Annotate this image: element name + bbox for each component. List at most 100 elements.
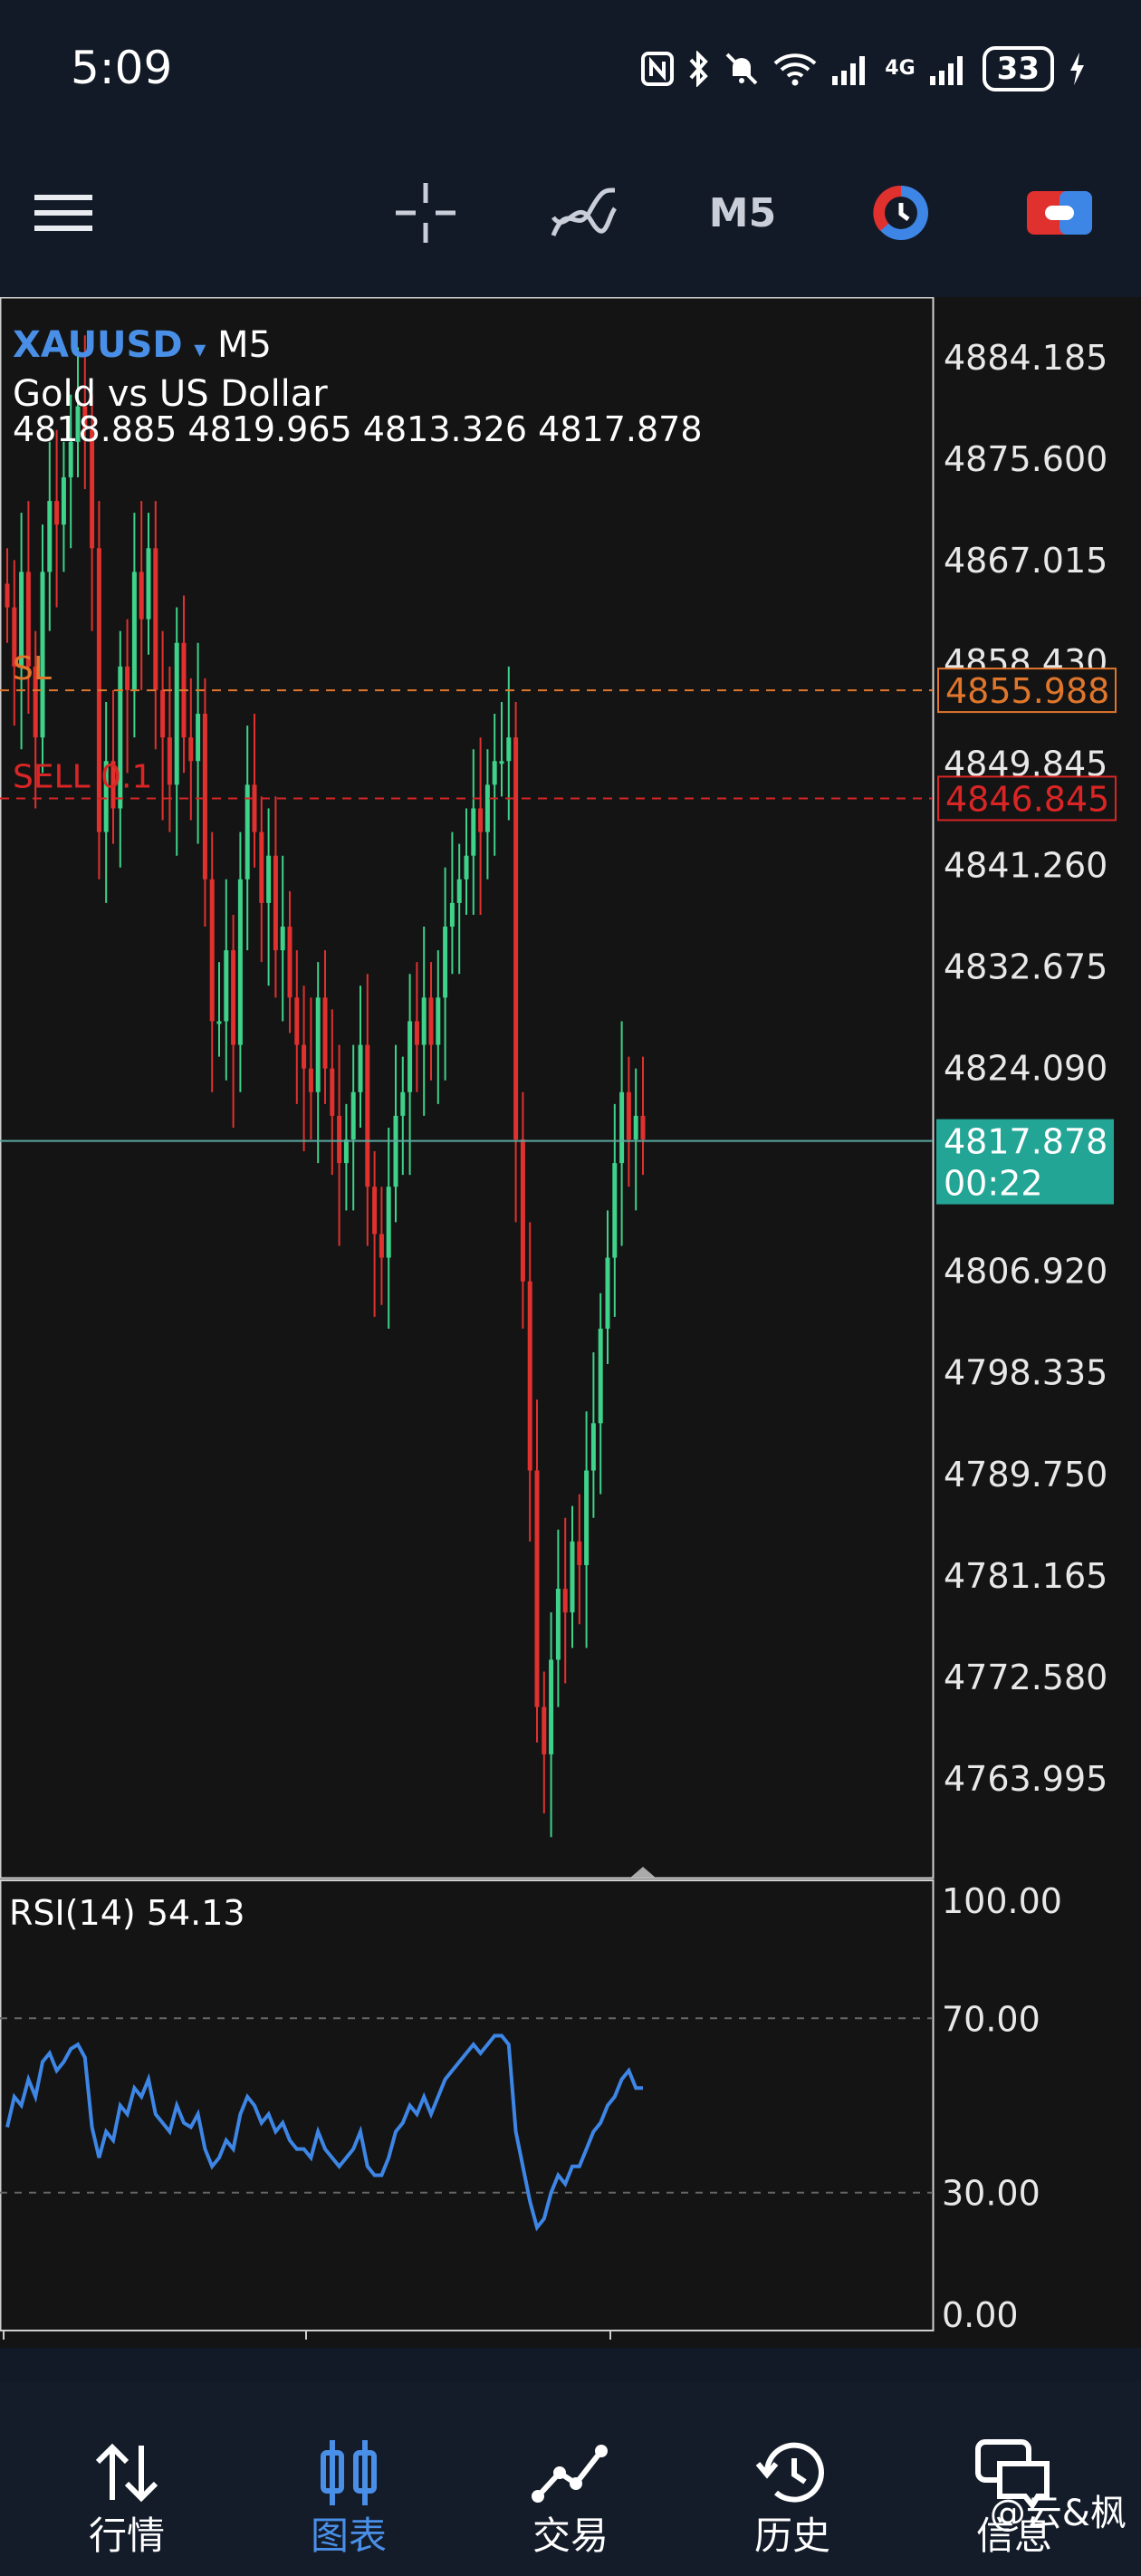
nav-history[interactable]: 历史: [702, 2382, 883, 2576]
signal-icon-1: [832, 56, 866, 85]
nav-label: 信息: [975, 2514, 1052, 2558]
y-tick-label: 4763.995: [944, 1759, 1107, 1799]
candle-body: [47, 501, 53, 572]
nav-trade[interactable]: 交易: [480, 2382, 661, 2576]
watermark: @云&枫: [989, 2493, 1127, 2534]
candle-body: [421, 997, 427, 1045]
candle-body: [520, 1139, 525, 1282]
status-icons: 4G 33: [640, 43, 1087, 94]
rsi-label: RSI(14) 54.13: [9, 1893, 245, 1933]
chart-shift-marker: [630, 1867, 656, 1878]
candle-body: [464, 855, 469, 879]
candle-body: [25, 572, 31, 667]
symbol-timeframe: M5: [217, 324, 273, 366]
candle-body: [428, 997, 434, 1045]
candle-body: [110, 761, 116, 809]
candle-body: [54, 501, 60, 525]
candle-body: [343, 1139, 349, 1164]
candle-body: [118, 666, 123, 809]
candle-body: [131, 572, 137, 690]
candle-body: [125, 666, 130, 690]
candle-body: [273, 855, 278, 951]
candle-body: [82, 406, 88, 430]
candle-body: [436, 997, 441, 1045]
candle-body: [456, 879, 462, 903]
x-tick-label: 21 Jan 12:40: [4, 2342, 222, 2348]
y-tick-label: 4789.750: [944, 1455, 1107, 1495]
candle-body: [153, 548, 158, 690]
y-tick-label: 4875.600: [944, 439, 1107, 479]
candle-body: [570, 1541, 575, 1613]
candle-body: [612, 1163, 618, 1258]
candle-body: [372, 1187, 378, 1235]
y-tick-label: 4798.335: [944, 1353, 1107, 1393]
candle-body: [408, 1021, 413, 1092]
candle-body: [146, 548, 151, 620]
candle-body: [103, 761, 109, 832]
candle-body: [499, 761, 504, 764]
ohlc-values: 4818.885 4819.965 4813.326 4817.878: [13, 409, 703, 449]
price-pane-frame: [0, 297, 935, 1879]
battery-level: 33: [982, 46, 1054, 91]
sell-price-box: [937, 775, 1117, 822]
chat-icon: [975, 2439, 1050, 2509]
candle-body: [471, 808, 476, 856]
candle-body: [209, 879, 215, 1022]
candle-body: [287, 927, 292, 998]
candle-body: [484, 784, 490, 832]
candle-body: [202, 714, 207, 879]
candle-body: [61, 476, 66, 525]
candle-body: [308, 1068, 313, 1092]
candle-body: [534, 1470, 540, 1707]
symbol-header[interactable]: XAUUSD ▾ M5: [13, 324, 272, 366]
x-tick-label: 21 Jan 16:40: [306, 2342, 524, 2348]
rsi-line: [5, 2033, 643, 2232]
rsi-tick-label: 100.00: [942, 1881, 1062, 1921]
trade-toggle-icon: [1027, 191, 1092, 235]
candle-body: [237, 879, 243, 1045]
status-time: 5:09: [71, 42, 173, 94]
nav-label: 图表: [310, 2514, 387, 2558]
candle-body: [478, 808, 484, 832]
candle-body: [139, 572, 144, 620]
y-tick-label: 4841.260: [944, 845, 1107, 885]
price-chart[interactable]: 4884.1854875.6004867.0154858.4304849.845…: [0, 297, 1141, 2348]
nav-messages[interactable]: 信息: [924, 2382, 1105, 2576]
candle-body: [562, 1589, 568, 1613]
rsi-tick-label: 0.00: [942, 2295, 1019, 2335]
candle-body: [605, 1257, 610, 1329]
symbol-name[interactable]: XAUUSD: [13, 324, 183, 366]
sell-label: SELL 0.1: [13, 758, 152, 795]
clock-button[interactable]: [856, 154, 946, 272]
nav-label: 交易: [532, 2514, 609, 2558]
mute-icon: [725, 53, 758, 85]
candle-body: [280, 927, 285, 951]
nav-chart[interactable]: 图表: [258, 2382, 439, 2576]
timeframe-button[interactable]: M5: [697, 154, 788, 272]
rsi-tick-label: 70.00: [942, 1999, 1040, 2039]
network-type: 4G: [885, 57, 916, 80]
candle-body: [449, 902, 455, 928]
y-tick-label: 4867.015: [944, 541, 1107, 581]
chart-area[interactable]: 4884.185 4875.600 4867.015 4858.430 4849.845…: [0, 297, 1141, 2348]
rsi-pane-frame: [0, 1879, 935, 2331]
y-tick-label: 4824.090: [944, 1049, 1107, 1089]
last-price-box: [936, 1119, 1114, 1205]
nav-quotes[interactable]: 行情: [36, 2382, 217, 2576]
candle-body: [549, 1659, 554, 1754]
rsi-tick-label: 30.00: [942, 2174, 1040, 2214]
symbol-dropdown-icon[interactable]: ▾: [194, 336, 206, 363]
indicator-icon: [551, 187, 618, 236]
trade-button[interactable]: [1014, 154, 1105, 272]
menu-button[interactable]: [18, 154, 109, 272]
candle-body: [90, 429, 95, 549]
candle-body: [492, 761, 497, 785]
candle-body: [393, 1115, 398, 1187]
candle-body: [322, 997, 328, 1069]
bar-countdown: 00:22: [944, 1164, 1043, 1204]
candle-body: [633, 1115, 638, 1140]
indicators-button[interactable]: [539, 154, 629, 272]
candle-body: [626, 1091, 631, 1140]
crosshair-button[interactable]: [380, 154, 471, 272]
timeframe-label: M5: [708, 189, 777, 236]
